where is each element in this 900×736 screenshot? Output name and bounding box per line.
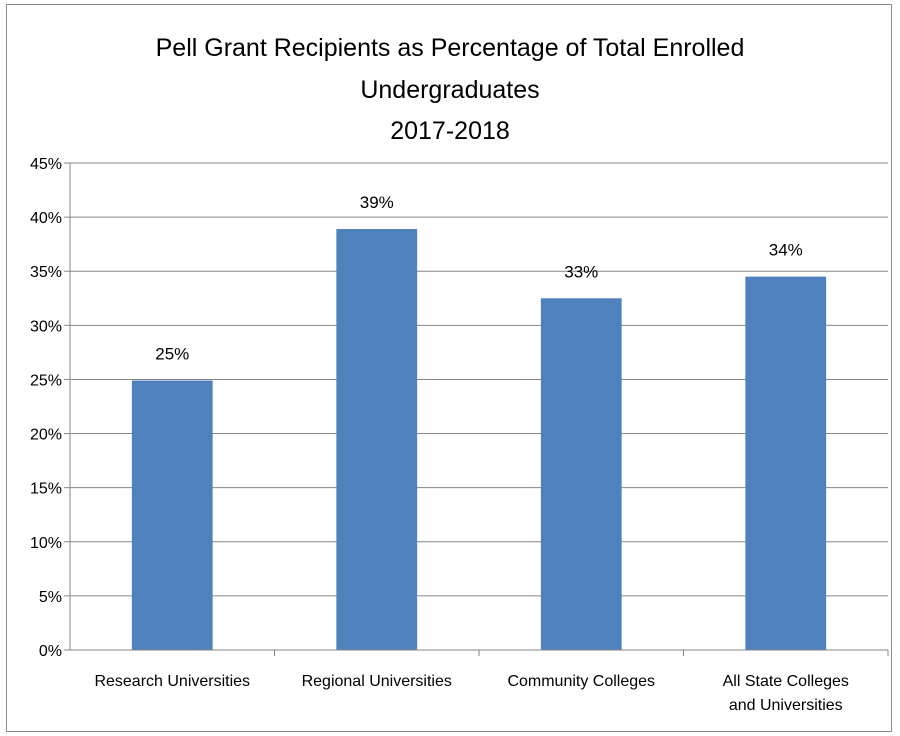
bar — [131, 380, 213, 650]
bar — [336, 229, 418, 650]
data-labels: 25% 39% 33% 34% — [155, 193, 803, 364]
chart-title-line: Pell Grant Recipients as Percentage of T… — [156, 34, 745, 62]
category-label: Regional Universities — [302, 673, 452, 690]
y-tick-label: 35% — [30, 264, 62, 281]
y-tick-label: 30% — [30, 318, 62, 335]
category-labels: Research Universities Regional Universiti… — [94, 650, 889, 714]
y-tick-label: 15% — [30, 481, 62, 498]
data-label: 25% — [155, 345, 189, 364]
category-label: Research Universities — [94, 673, 250, 690]
category-label: All State Colleges — [723, 673, 849, 690]
y-tick-label: 25% — [30, 372, 62, 389]
y-tick-label: 40% — [30, 210, 62, 227]
y-tick-label: 0% — [39, 643, 62, 660]
category-label: Community Colleges — [507, 673, 655, 690]
data-label: 39% — [360, 193, 394, 212]
y-axis-tick-labels: 0% 5% 10% 15% 20% 25% 30% 35% 40% 45% — [30, 156, 62, 660]
category-label: and Universities — [729, 697, 843, 714]
bars — [131, 229, 827, 650]
chart-title: Pell Grant Recipients as Percentage of T… — [156, 34, 745, 145]
data-label: 34% — [769, 241, 803, 260]
data-label: 33% — [564, 262, 598, 281]
y-tick-label: 45% — [30, 156, 62, 173]
y-tick-label: 5% — [39, 589, 62, 606]
bar — [540, 298, 622, 650]
bar — [745, 276, 827, 650]
chart-title-line: 2017-2018 — [390, 117, 510, 145]
y-tick-label: 20% — [30, 427, 62, 444]
y-tick-label: 10% — [30, 535, 62, 552]
chart-title-line: Undergraduates — [360, 76, 539, 104]
